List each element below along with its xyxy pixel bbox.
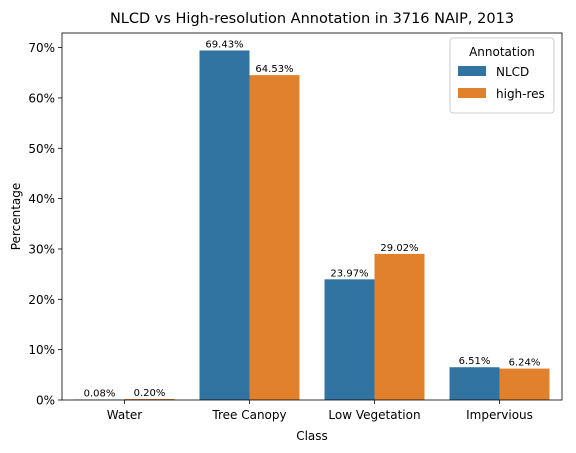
- y-tick-label: 50%: [28, 142, 55, 156]
- legend-label: high-res: [496, 87, 545, 101]
- bar-nlcd-low-vegetation: [324, 279, 375, 400]
- x-tick-label: Low Vegetation: [328, 408, 420, 422]
- y-axis: 0% 10% 20% 30% 40% 50% 60% 70%: [28, 41, 62, 408]
- bar-label: 6.24%: [509, 358, 541, 369]
- bar-label: 64.53%: [255, 64, 293, 75]
- legend: Annotation NLCD high-res: [449, 37, 555, 114]
- bar-label: 0.20%: [134, 388, 166, 399]
- x-tick-label: Tree Canopy: [211, 408, 286, 422]
- x-tick-label: Impervious: [466, 408, 533, 422]
- bar-label: 29.02%: [380, 243, 418, 254]
- y-axis-label: Percentage: [9, 183, 23, 251]
- bar-high-res-tree-canopy: [249, 75, 300, 401]
- bar-high-res-impervious: [499, 368, 550, 400]
- legend-swatch: [458, 88, 486, 98]
- legend-title: Annotation: [469, 45, 535, 59]
- bar-label: 6.51%: [459, 356, 491, 367]
- bar-nlcd-impervious: [449, 367, 500, 400]
- legend-swatch: [458, 66, 486, 76]
- bar-label: 69.43%: [205, 39, 243, 50]
- bars: [74, 50, 550, 401]
- y-tick-label: 60%: [28, 91, 55, 105]
- y-tick-label: 40%: [28, 192, 55, 206]
- y-tick-label: 30%: [28, 242, 55, 256]
- y-tick-label: 20%: [28, 293, 55, 307]
- x-axis: Water Tree Canopy Low Vegetation Impervious: [107, 400, 533, 422]
- x-tick-label: Water: [107, 408, 143, 422]
- chart-title: NLCD vs High-resolution Annotation in 37…: [110, 11, 514, 27]
- x-axis-label: Class: [296, 429, 328, 443]
- bar-labels: 0.08% 0.20% 69.43% 64.53% 23.97% 29.02% 6.51% 6…: [84, 39, 541, 399]
- plot-frame: [61, 32, 563, 401]
- bar-label: 23.97%: [330, 268, 368, 279]
- y-tick-label: 0%: [36, 394, 55, 408]
- bar-high-res-water: [124, 398, 175, 400]
- bar-nlcd-tree-canopy: [199, 50, 250, 401]
- bar-label: 0.08%: [84, 389, 116, 400]
- y-tick-label: 10%: [28, 343, 55, 357]
- bar-high-res-low-vegetation: [374, 253, 425, 400]
- y-tick-label: 70%: [28, 41, 55, 55]
- legend-label: NLCD: [496, 65, 529, 79]
